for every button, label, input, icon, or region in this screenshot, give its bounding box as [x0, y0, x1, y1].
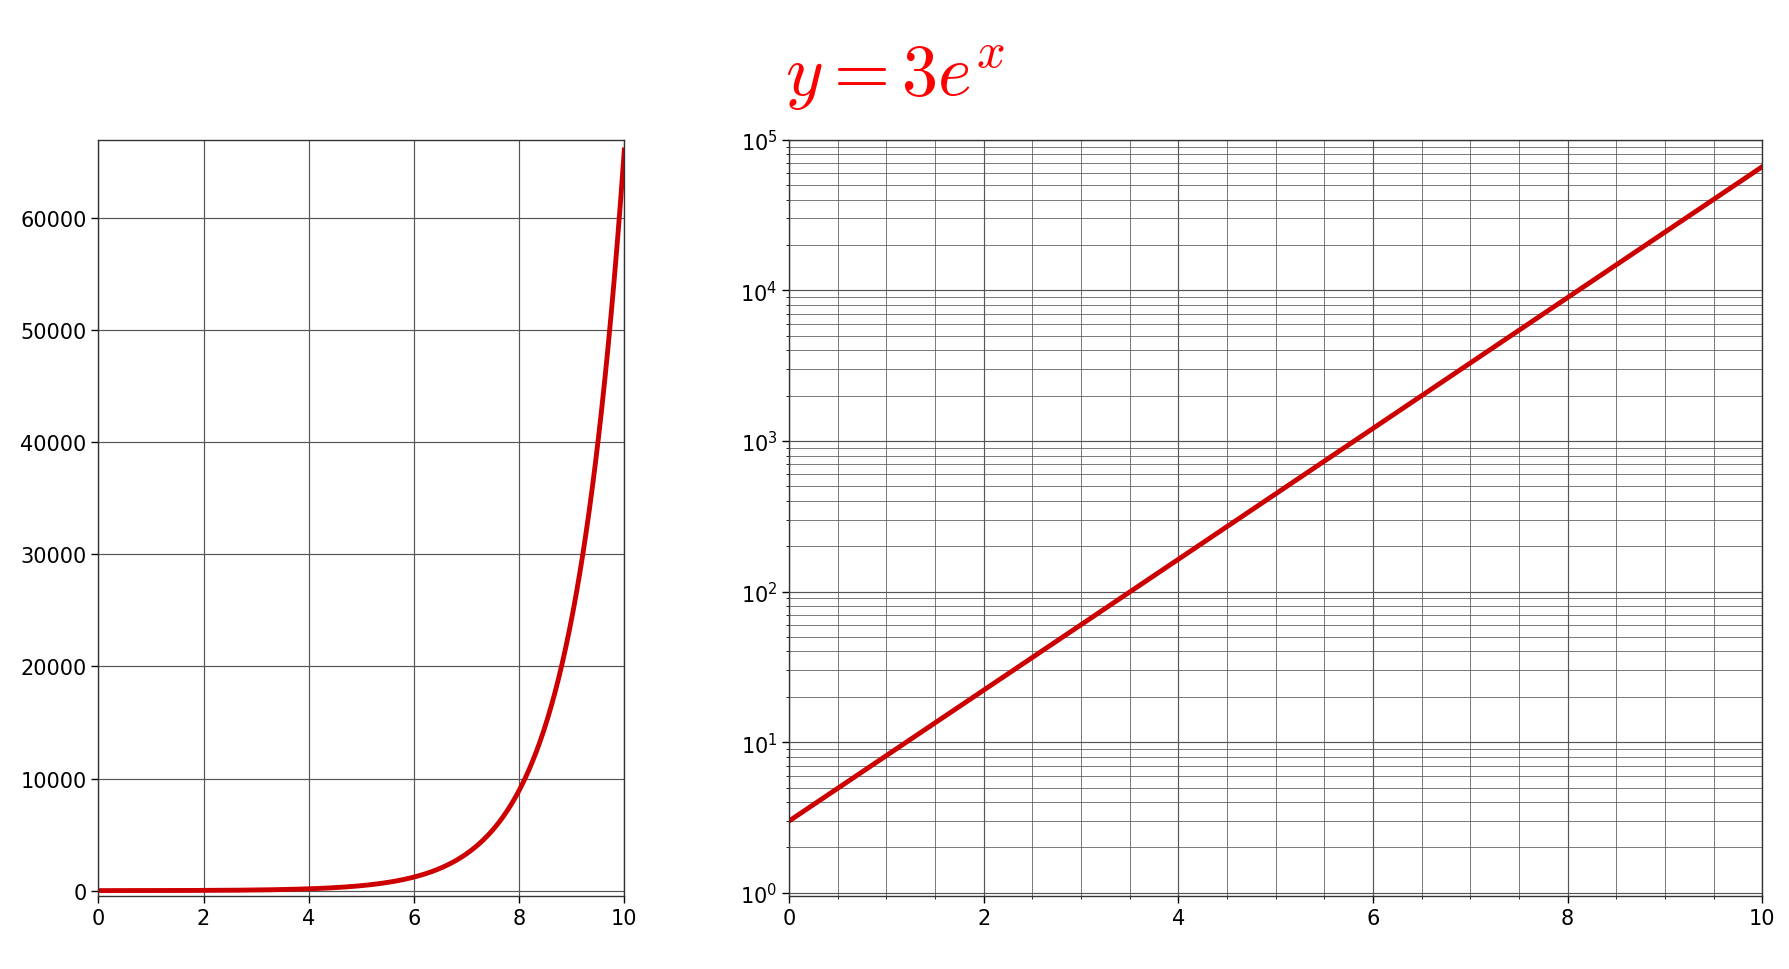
Text: $y = 3e^x$: $y = 3e^x$	[785, 44, 1004, 112]
